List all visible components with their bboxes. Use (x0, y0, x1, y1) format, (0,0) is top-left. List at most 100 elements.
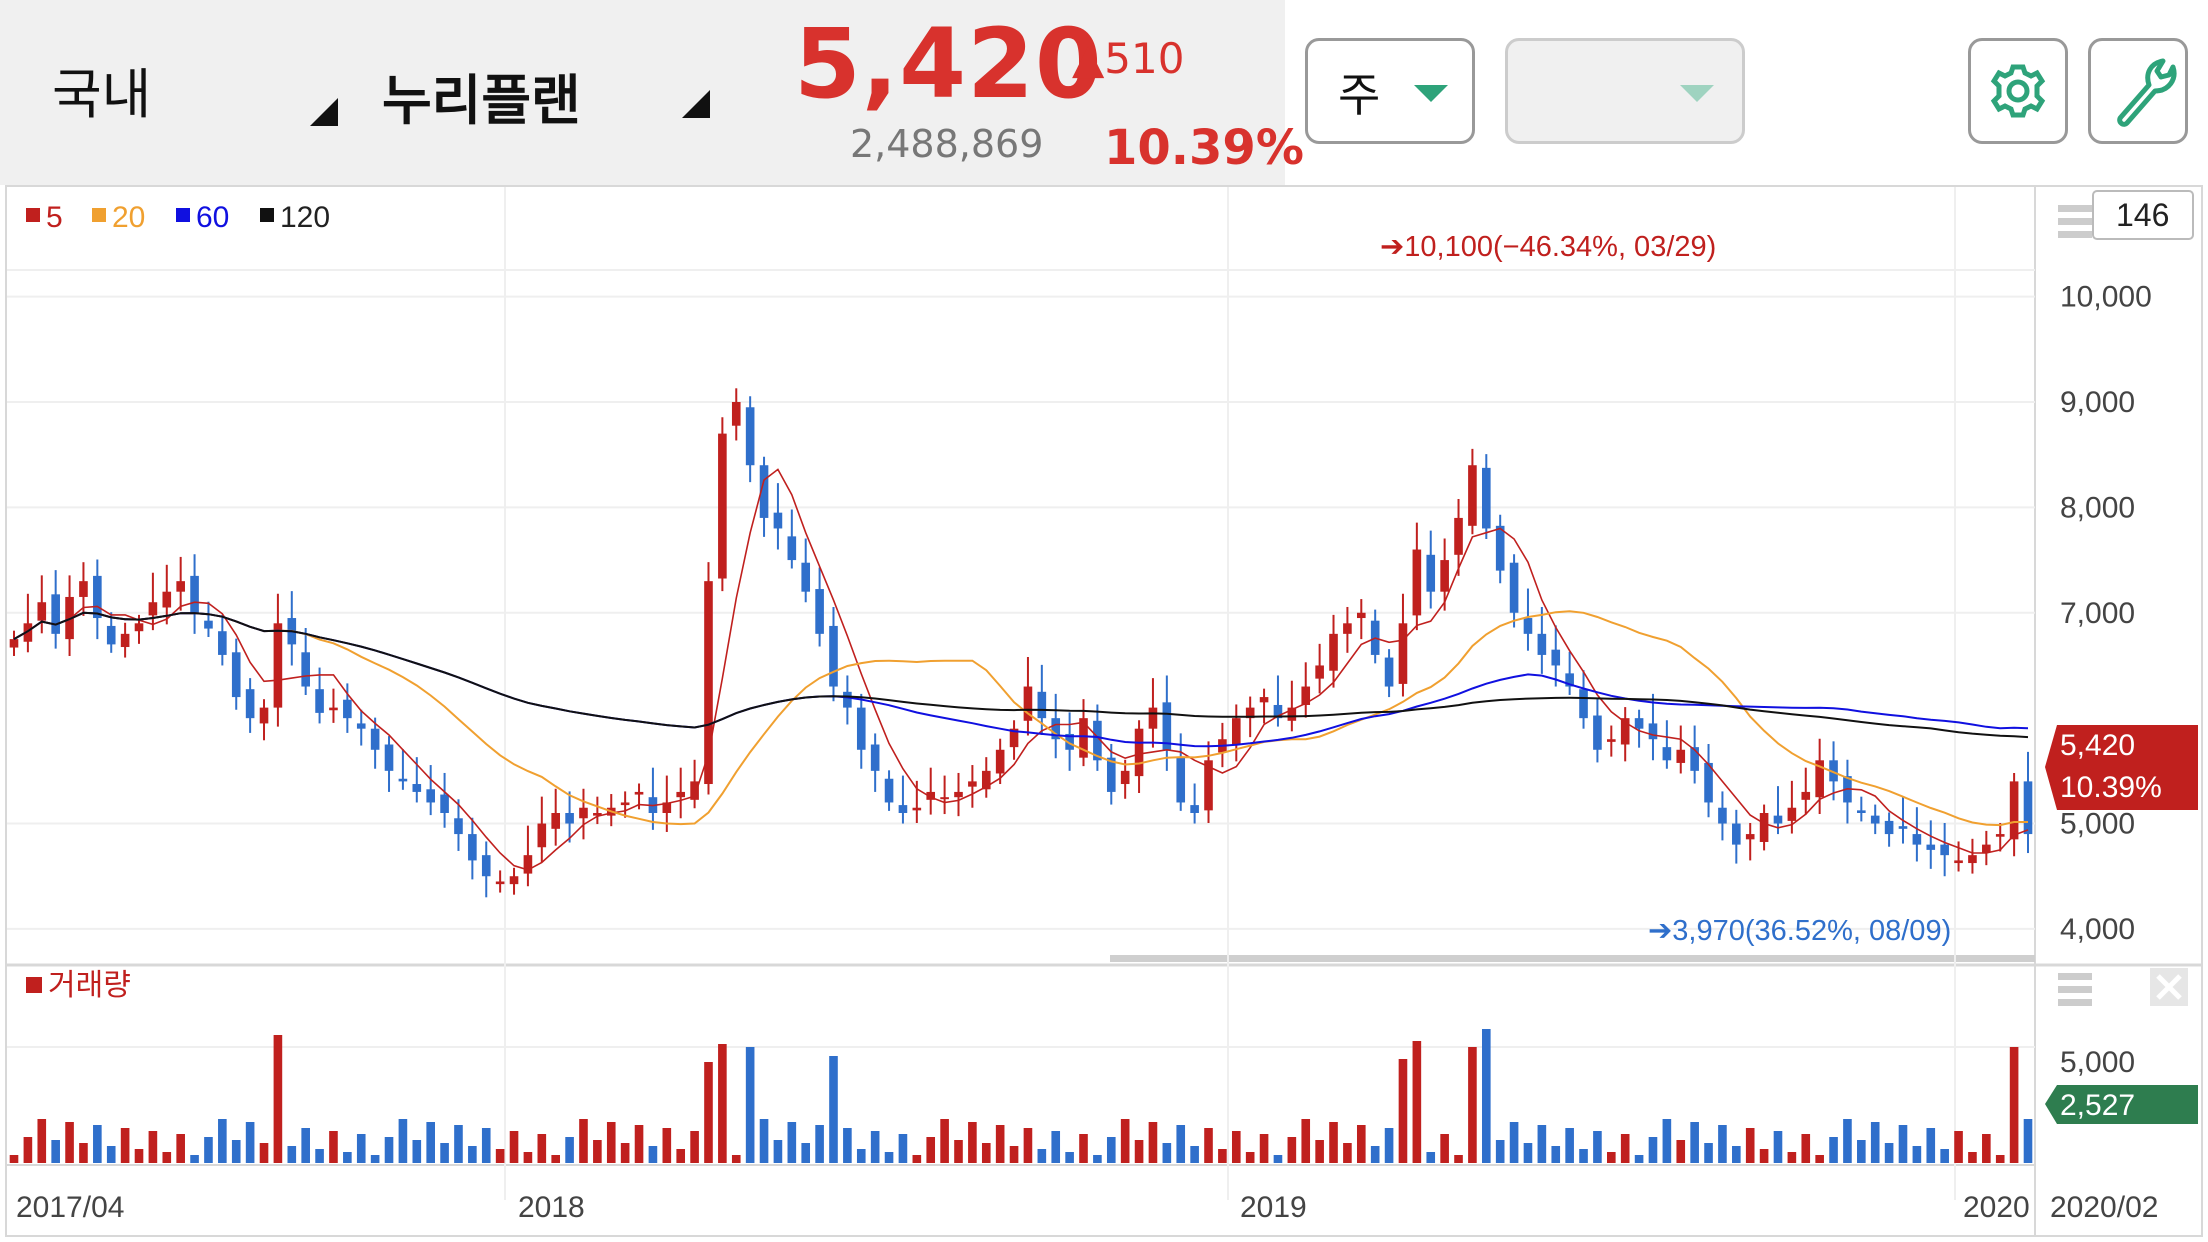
date-label: 2017/04 (16, 1191, 124, 1224)
volume-bar (1773, 1131, 1783, 1163)
period-count-box[interactable] (2092, 190, 2194, 240)
candle (1454, 498, 1463, 576)
volume-bar (773, 1140, 783, 1163)
candle (995, 738, 1005, 785)
high-price-annotation: ➔10,100(−46.34%, 03/29) (1380, 231, 1716, 263)
candle-body (190, 575, 199, 613)
tools-button[interactable] (2088, 38, 2188, 144)
volume-bar (884, 1152, 894, 1163)
candle (718, 417, 727, 592)
candle-body (1287, 707, 1297, 721)
candle-body (162, 591, 172, 608)
candle-body (1607, 739, 1616, 742)
candle-body (426, 789, 435, 803)
menu-icon-bar (2058, 218, 2092, 225)
candle (1051, 693, 1061, 759)
candle-body (884, 778, 894, 803)
settings-button[interactable] (1968, 38, 2068, 144)
candle-body (968, 781, 977, 787)
trade-volume: 2,488,869 (850, 122, 1044, 166)
candle-body (1634, 718, 1644, 729)
volume-bar (829, 1056, 838, 1163)
candle (523, 825, 533, 887)
period-dropdown[interactable]: 주 (1305, 38, 1475, 144)
period-chevron-down-icon (1414, 85, 1448, 102)
close-icon[interactable] (2150, 968, 2188, 1006)
candle-body (1315, 665, 1324, 679)
candle-body (1009, 728, 1019, 748)
candle-body (481, 855, 491, 877)
candle-body (79, 581, 88, 597)
candle (676, 767, 686, 819)
chart-scrollbar[interactable] (1110, 955, 2035, 962)
stock-dropdown-triangle[interactable] (682, 90, 710, 118)
stock-name[interactable]: 누리플랜 (382, 69, 581, 132)
candle-body (1065, 733, 1074, 750)
candle-body (1690, 747, 1699, 771)
candle (1648, 693, 1658, 761)
secondary-dropdown[interactable] (1505, 38, 1745, 144)
candle (1982, 830, 1991, 866)
candle (1134, 720, 1144, 793)
candle (801, 538, 811, 603)
candle-body (829, 625, 838, 687)
volume-bar (93, 1125, 102, 1163)
candle-body (1676, 749, 1686, 763)
candle (1954, 841, 1963, 872)
candle (1829, 741, 1838, 801)
candle (1106, 743, 1116, 805)
candle-body (9, 639, 19, 648)
candle-body (1134, 728, 1144, 777)
volume-bar (273, 1035, 283, 1163)
candle (245, 678, 255, 733)
volume-bar (384, 1137, 394, 1163)
volume-bar (1884, 1143, 1894, 1163)
menu-icon[interactable] (2058, 205, 2092, 238)
volume-bar (1245, 1152, 1255, 1163)
volume-bar (718, 1044, 727, 1163)
candle (1176, 733, 1186, 811)
volume-bar (787, 1122, 797, 1163)
candle-body (301, 652, 310, 687)
volume-bar (870, 1131, 880, 1163)
current-price-tag: 5,420 10.39% (2045, 725, 2198, 810)
candle (1329, 614, 1338, 688)
volume-bar (468, 1146, 477, 1163)
menu-icon-bar (2058, 999, 2092, 1006)
candle-body (634, 791, 644, 795)
candle (898, 775, 908, 824)
candle-body (759, 465, 769, 518)
candle-body (662, 802, 672, 813)
candle (9, 630, 19, 656)
volume-bar (2023, 1119, 2033, 1163)
candle (176, 556, 185, 611)
secondary-chevron-down-icon (1680, 85, 1714, 102)
menu-icon[interactable] (2058, 973, 2092, 1006)
candle (1023, 657, 1033, 736)
volume-bar (551, 1155, 561, 1163)
candle (926, 767, 936, 815)
volume-bar (481, 1128, 491, 1163)
candle (787, 509, 797, 569)
candle-body (51, 594, 60, 634)
candle-body (1384, 657, 1394, 687)
candle (1940, 823, 1949, 877)
candle-body (1732, 823, 1741, 845)
candle-body (745, 407, 755, 466)
candle (1370, 609, 1380, 664)
candle (690, 759, 699, 809)
candle-body (787, 536, 797, 561)
candle (1995, 823, 2005, 852)
volume-bar (634, 1125, 644, 1163)
chart-frame (5, 185, 2203, 1237)
volume-bar (1093, 1155, 1102, 1163)
market-dropdown-triangle[interactable] (310, 98, 338, 126)
candle (1356, 599, 1366, 640)
volume-bar (162, 1152, 172, 1163)
candle (231, 638, 241, 710)
candle (1690, 725, 1699, 784)
candle (2023, 751, 2033, 854)
candle (343, 683, 352, 733)
market-select-label[interactable]: 국내 (52, 63, 152, 126)
